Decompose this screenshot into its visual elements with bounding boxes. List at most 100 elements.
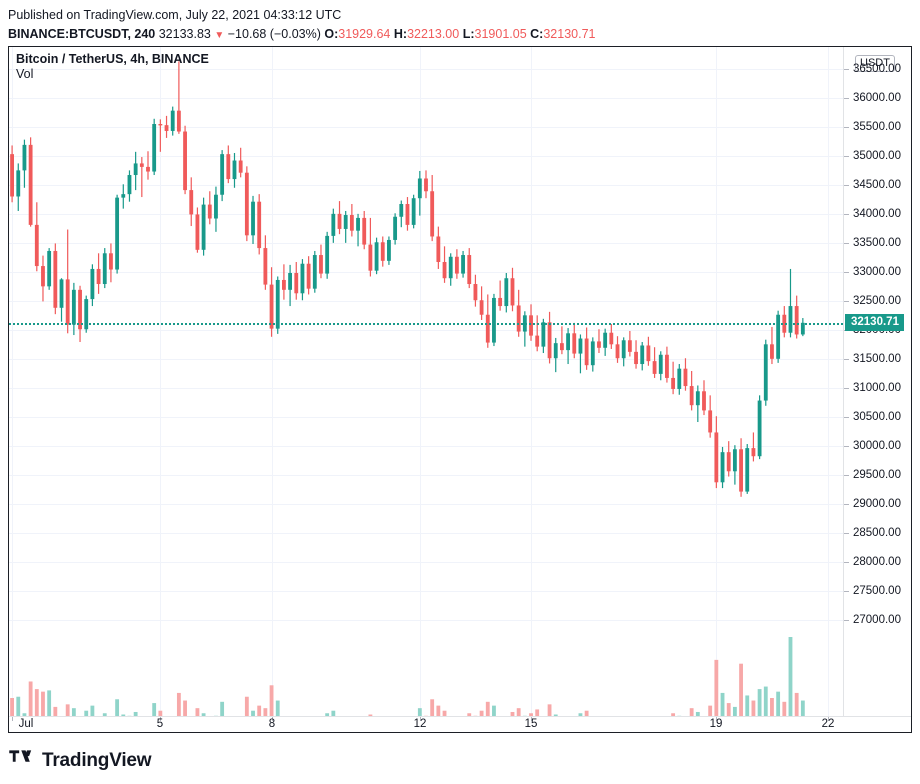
candle-body (695, 391, 700, 406)
candle-body (164, 125, 169, 131)
candle-body (578, 338, 583, 354)
gridline-horizontal (9, 359, 843, 360)
volume-bar (745, 695, 750, 716)
price-axis-tick (844, 156, 849, 157)
candle-body (634, 351, 638, 365)
candle-body (751, 448, 756, 457)
volume-bar (782, 701, 787, 716)
time-axis-label: 5 (156, 718, 164, 730)
candle-wick (159, 119, 161, 152)
price-axis-label: 27500.00 (853, 585, 901, 597)
currency-badge: USDT (855, 55, 895, 72)
time-axis-label: 19 (709, 718, 723, 730)
candle-body (776, 314, 781, 359)
price-axis-label: 28000.00 (853, 556, 901, 568)
candle-body (621, 340, 626, 359)
quote-high-key: H: (393, 27, 408, 42)
price-axis-label: 34000.00 (853, 208, 901, 220)
candle-body (770, 344, 774, 359)
candle-wick (579, 334, 582, 374)
volume-bar (90, 705, 95, 716)
quote-low-key: L: (462, 27, 475, 42)
price-axis-label: 31000.00 (853, 382, 901, 394)
candle-body (726, 452, 731, 472)
quote-summary-line: BINANCE:BTCUSDT, 240 32133.83 ▼ −10.68 (… (8, 25, 920, 44)
candle-body (665, 354, 669, 378)
quote-high-value: 32213.00 (407, 27, 460, 42)
volume-bar (763, 686, 768, 716)
candle-body (411, 198, 416, 225)
candle-body (294, 273, 299, 294)
candle-body (275, 279, 280, 329)
candle-body (34, 224, 39, 267)
volume-bar (102, 713, 107, 716)
price-axis-label: 33000.00 (853, 266, 901, 278)
candle-body (504, 278, 509, 307)
price-axis-label: 33500.00 (853, 237, 901, 249)
candle-body (319, 255, 323, 274)
candle-body (627, 340, 632, 352)
candle-body (146, 166, 150, 172)
gridline-horizontal (9, 446, 843, 447)
gridline-horizontal (9, 562, 843, 563)
candle-wick (499, 280, 501, 311)
volume-bar (800, 700, 805, 716)
candle-body (183, 131, 187, 191)
candle-body (380, 242, 385, 261)
volume-bar (34, 689, 39, 716)
volume-bar (10, 698, 14, 716)
candle-body (115, 197, 120, 270)
candle-body (325, 235, 330, 274)
volume-bar (176, 692, 181, 716)
quote-open-value: 31929.64 (338, 27, 391, 42)
candle-body (399, 204, 404, 217)
volume-bar (183, 700, 187, 716)
candle-body (566, 333, 570, 351)
candle-body (794, 306, 799, 335)
down-arrow-icon: ▼ (214, 30, 225, 42)
candle-body (615, 344, 620, 359)
candle-body (59, 279, 64, 308)
price-axis-label: 30500.00 (853, 411, 901, 423)
candle-body (442, 261, 447, 279)
price-axis-label: 36500.00 (853, 63, 901, 75)
candle-body (201, 204, 206, 250)
gridline-horizontal (9, 504, 843, 505)
gridline-horizontal (9, 272, 843, 273)
time-axis[interactable]: Jul 5 8 12 15 19 22 (9, 716, 911, 732)
candle-body (337, 213, 342, 229)
candle-body (646, 345, 651, 362)
candle-body (652, 361, 657, 374)
candle-body (22, 144, 27, 171)
volume-bar (22, 713, 27, 716)
time-axis-tick (12, 717, 13, 721)
candle-body (251, 201, 255, 236)
volume-bar (244, 696, 249, 716)
volume-bar (467, 713, 472, 716)
price-axis[interactable]: USDT 36500.00 36000.00 35500.00 35000.00 345… (843, 47, 911, 716)
volume-bar (417, 708, 422, 716)
candle-body (189, 190, 194, 215)
candle-body (300, 263, 305, 294)
volume-bar (368, 714, 373, 716)
gridline-horizontal (9, 620, 843, 621)
candle-body (714, 432, 719, 483)
candle-wick (536, 315, 538, 352)
candle-body (158, 124, 163, 126)
candle-body (788, 306, 793, 333)
volume-bar (269, 685, 274, 716)
candle-body (28, 144, 33, 225)
price-axis-label: 30000.00 (853, 440, 901, 452)
chart-plot-area[interactable]: Bitcoin / TetherUS, 4h, BINANCE Vol (9, 47, 843, 716)
candle-body (590, 341, 595, 366)
candle-body (430, 191, 435, 237)
candle-body (176, 110, 181, 132)
candle-body (282, 279, 286, 290)
candle-body (436, 236, 441, 262)
time-axis-tick (531, 717, 532, 721)
volume-bar (115, 699, 120, 716)
volume-bar (152, 703, 157, 716)
price-axis-tick (844, 272, 849, 273)
price-axis-label: 29000.00 (853, 498, 901, 510)
current-price-badge[interactable]: 32130.71 (845, 314, 904, 332)
